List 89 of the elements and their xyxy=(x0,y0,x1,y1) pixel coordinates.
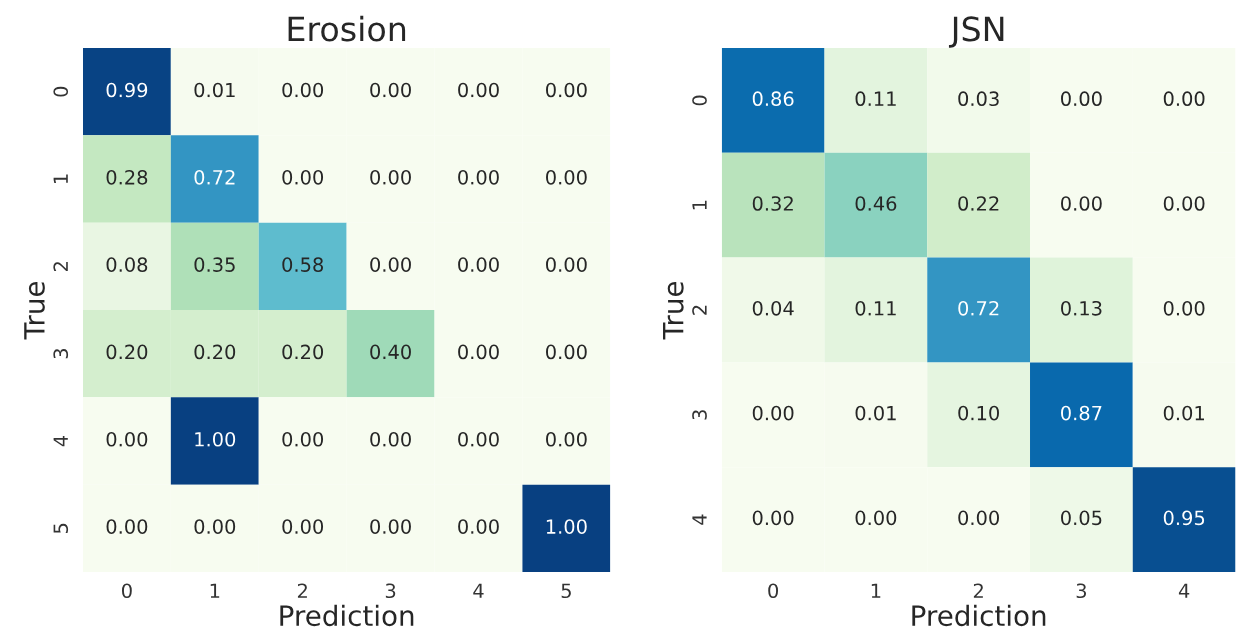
data-label: 0.01 xyxy=(194,82,235,98)
data-label: 1.00 xyxy=(195,431,236,447)
data-label: 0.00 xyxy=(282,82,324,98)
data-label: 0.22 xyxy=(958,196,999,211)
data-label: 0.28 xyxy=(106,169,148,185)
data-label: 0.00 xyxy=(458,169,499,185)
data-label: 0.20 xyxy=(282,344,324,360)
x-tick-label: 2 xyxy=(973,583,983,598)
data-label: 0.00 xyxy=(370,431,411,447)
data-label: 0.46 xyxy=(855,196,897,211)
data-label: 0.20 xyxy=(194,344,236,360)
data-label: 0.00 xyxy=(458,431,499,447)
x-tick-label: 4 xyxy=(473,583,484,598)
y-tick-label: 0 xyxy=(692,95,707,106)
data-label: 0.04 xyxy=(752,300,794,316)
x-tick-label: 3 xyxy=(385,583,396,599)
data-label: 0.00 xyxy=(194,519,236,534)
data-label: 0.11 xyxy=(855,91,896,107)
x-axis-title: Prediction xyxy=(280,604,414,627)
y-tick-label: 2 xyxy=(692,305,707,315)
data-label: 0.00 xyxy=(855,510,897,526)
data-label: 0.00 xyxy=(458,519,499,534)
data-label: 0.20 xyxy=(106,344,148,360)
data-label: 0.11 xyxy=(855,300,896,316)
data-label: 0.00 xyxy=(1163,91,1205,107)
x-tick-label: 0 xyxy=(768,583,779,599)
data-label: 0.72 xyxy=(958,300,999,316)
data-label: 0.00 xyxy=(1163,196,1205,211)
y-axis-title: True xyxy=(663,281,684,340)
data-label: 0.72 xyxy=(194,169,235,185)
data-label: 0.00 xyxy=(1061,91,1102,107)
y-axis-title: True xyxy=(24,281,45,340)
data-label: 0.00 xyxy=(1163,300,1205,316)
data-label: 0.05 xyxy=(1061,510,1102,526)
data-label: 0.00 xyxy=(458,82,499,98)
data-label: 0.00 xyxy=(282,519,324,534)
x-tick-label: 2 xyxy=(297,583,307,598)
data-label: 0.00 xyxy=(282,169,324,185)
data-label: 0.87 xyxy=(1061,405,1102,421)
data-label: 0.00 xyxy=(370,257,411,272)
data-label: 0.08 xyxy=(106,257,148,272)
data-label: 0.00 xyxy=(546,431,587,447)
y-tick-label: 2 xyxy=(53,262,68,272)
data-label: 0.95 xyxy=(1163,510,1205,526)
data-label: 0.00 xyxy=(458,257,499,272)
data-label: 0.01 xyxy=(855,405,896,421)
y-tick-label: 1 xyxy=(53,174,68,184)
data-label: 0.00 xyxy=(546,344,587,360)
y-tick-label: 1 xyxy=(692,200,707,210)
data-label: 0.00 xyxy=(282,431,324,447)
data-label: 1.00 xyxy=(546,519,587,534)
data-label: 0.13 xyxy=(1061,300,1102,316)
data-label: 0.58 xyxy=(282,257,324,272)
data-label: 0.10 xyxy=(958,405,999,421)
data-label: 0.35 xyxy=(194,257,235,272)
data-label: 0.00 xyxy=(370,519,411,534)
x-tick-label: 1 xyxy=(210,583,220,598)
data-label: 0.99 xyxy=(106,82,148,98)
y-tick-label: 4 xyxy=(692,514,707,525)
data-label: 0.03 xyxy=(958,91,999,107)
y-tick-label: 0 xyxy=(53,86,69,97)
chart-title: Erosion xyxy=(288,15,406,42)
x-axis-title: Prediction xyxy=(912,604,1046,627)
x-tick-label: 1 xyxy=(871,583,881,598)
data-label: 0.00 xyxy=(546,169,587,185)
data-label: 0.00 xyxy=(1061,196,1102,211)
data-label: 0.00 xyxy=(370,169,411,185)
y-tick-label: 5 xyxy=(53,523,69,533)
x-tick-label: 4 xyxy=(1178,583,1190,598)
data-label: 0.00 xyxy=(546,82,587,98)
data-label: 0.40 xyxy=(370,344,411,360)
chart-title: JSN xyxy=(948,16,1004,48)
data-label: 0.00 xyxy=(370,82,411,98)
data-label: 0.86 xyxy=(752,91,794,107)
y-tick-label: 4 xyxy=(53,435,68,447)
x-tick-label: 0 xyxy=(121,583,132,599)
data-label: 0.32 xyxy=(752,196,793,211)
data-label: 0.01 xyxy=(1163,405,1204,421)
data-label: 0.00 xyxy=(958,510,999,526)
x-tick-label: 5 xyxy=(561,583,571,599)
data-label: 0.00 xyxy=(106,519,148,534)
data-label: 0.00 xyxy=(752,405,794,421)
data-label: 0.00 xyxy=(106,431,148,447)
y-tick-label: 3 xyxy=(53,349,69,359)
data-label: 0.00 xyxy=(458,344,499,360)
x-tick-label: 3 xyxy=(1076,583,1087,599)
data-label: 0.00 xyxy=(752,510,794,526)
y-tick-label: 3 xyxy=(692,410,707,420)
data-label: 0.00 xyxy=(546,257,587,272)
